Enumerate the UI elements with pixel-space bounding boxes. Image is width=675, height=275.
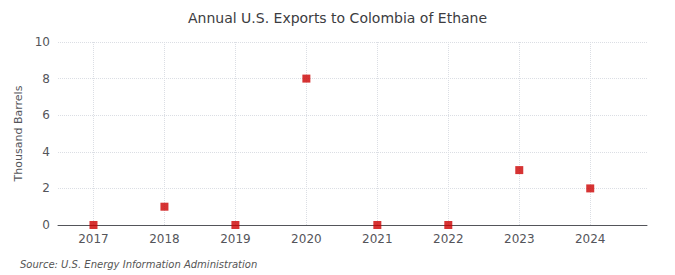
svg-text:2019: 2019 <box>220 232 251 246</box>
svg-text:2018: 2018 <box>149 232 180 246</box>
svg-text:2023: 2023 <box>504 232 535 246</box>
svg-text:2: 2 <box>42 181 50 195</box>
svg-text:2017: 2017 <box>78 232 109 246</box>
svg-text:2024: 2024 <box>575 232 606 246</box>
svg-text:2020: 2020 <box>291 232 322 246</box>
svg-text:Annual U.S. Exports to Colombi: Annual U.S. Exports to Colombia of Ethan… <box>188 10 487 26</box>
svg-text:0: 0 <box>42 218 50 232</box>
svg-text:8: 8 <box>42 72 50 86</box>
svg-text:Source: U.S. Energy Informatio: Source: U.S. Energy Information Administ… <box>20 259 257 270</box>
svg-text:6: 6 <box>42 108 50 122</box>
svg-text:2022: 2022 <box>433 232 464 246</box>
svg-text:10: 10 <box>35 35 50 49</box>
svg-text:2021: 2021 <box>362 232 393 246</box>
svg-text:4: 4 <box>42 145 50 159</box>
svg-text:Thousand Barrels: Thousand Barrels <box>12 85 25 182</box>
